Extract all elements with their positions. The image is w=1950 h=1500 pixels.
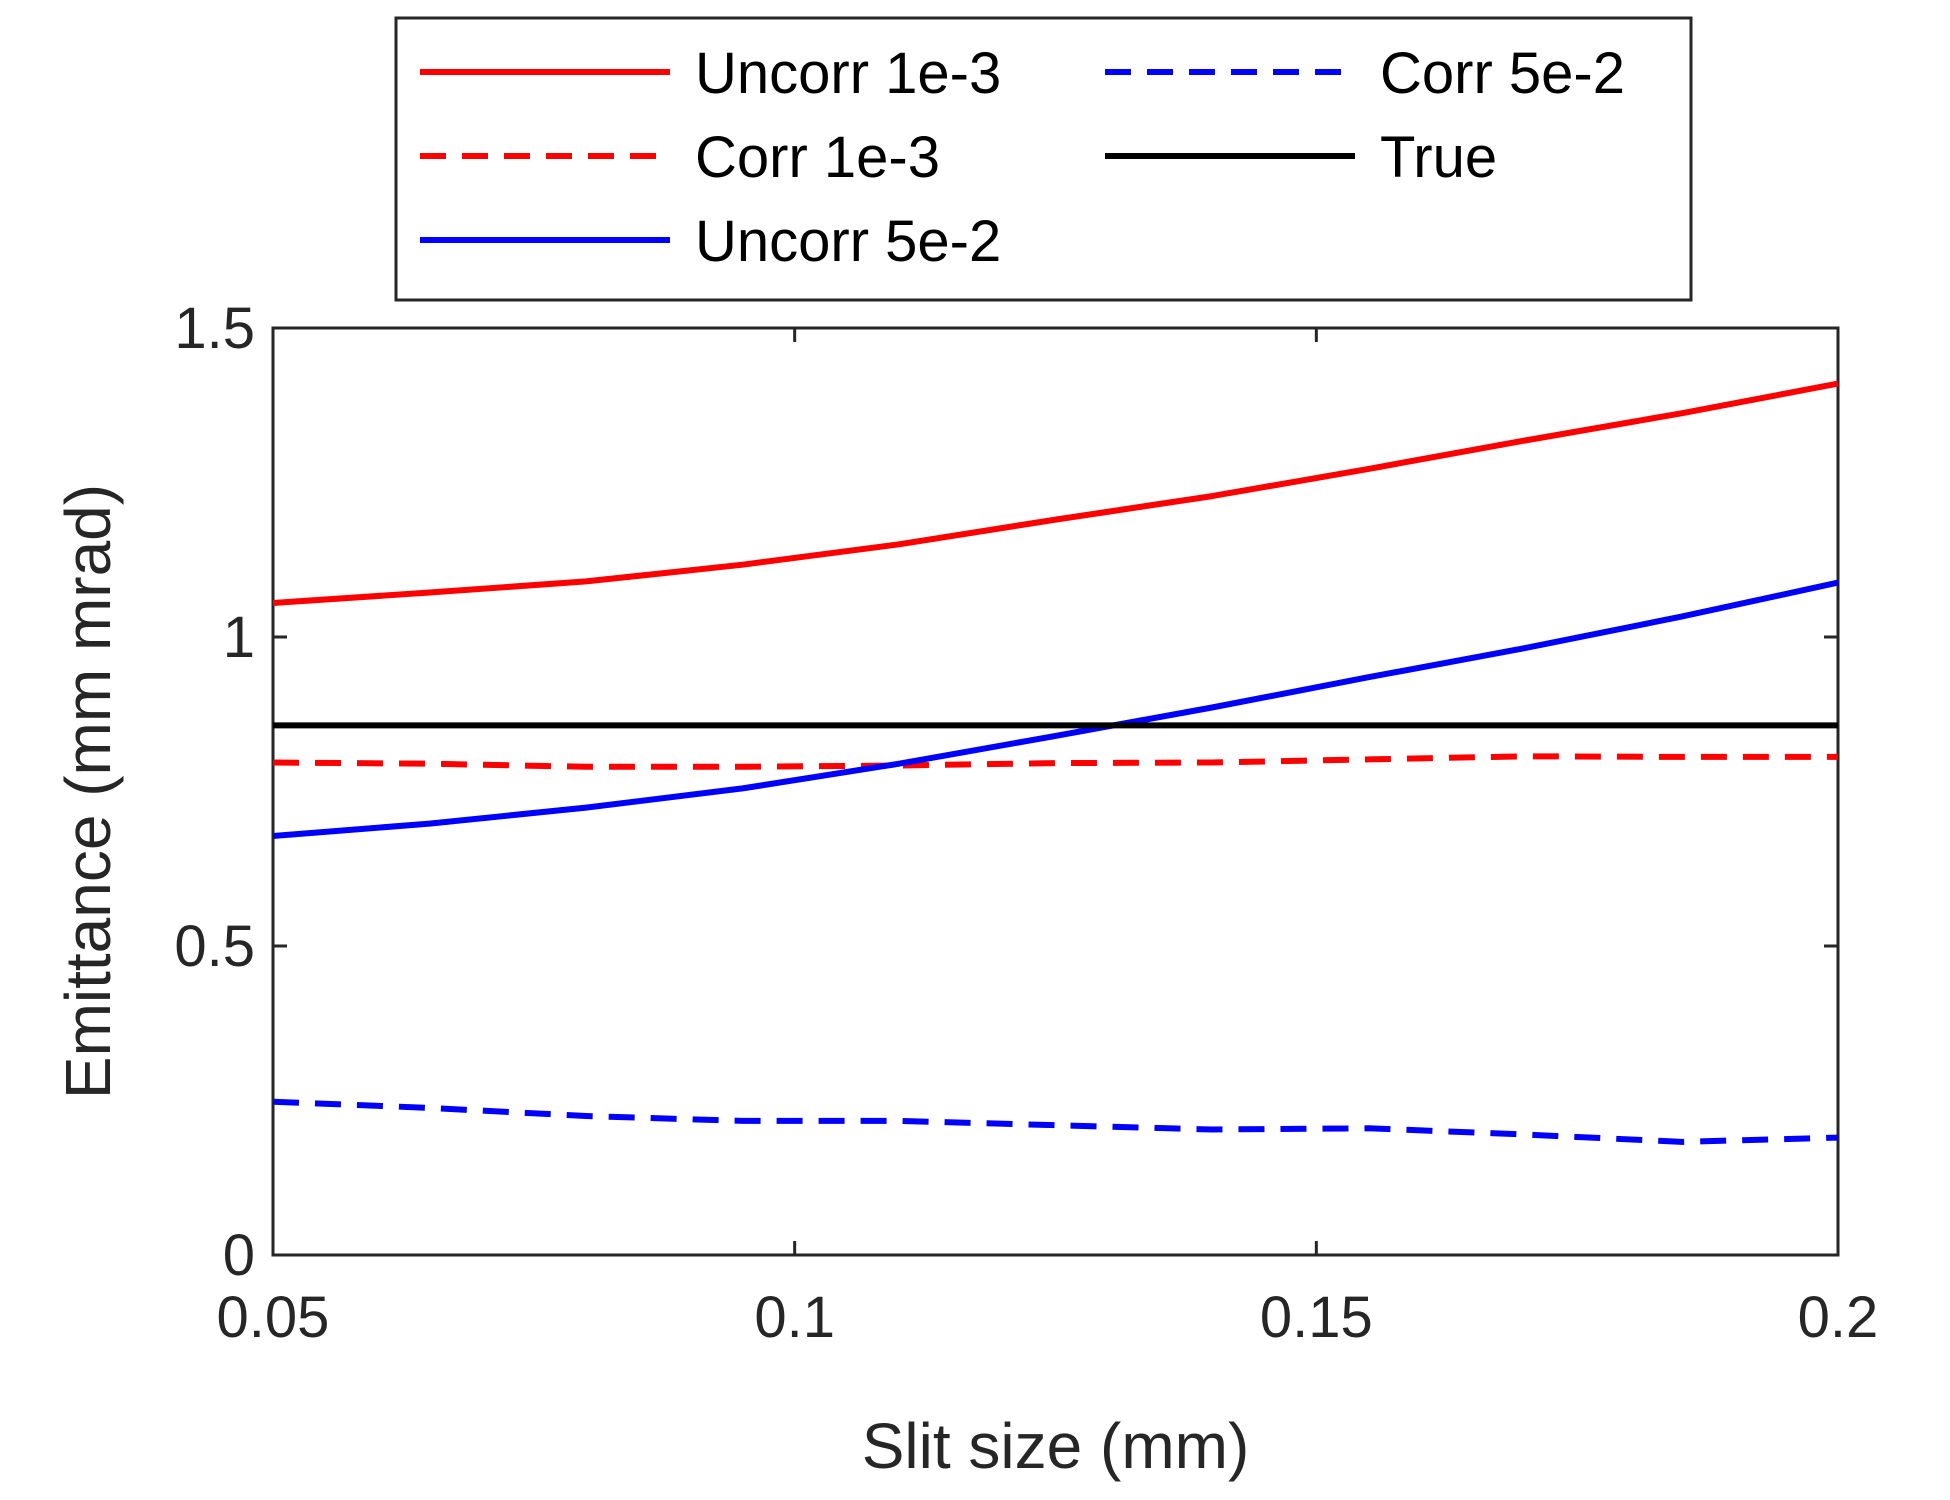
legend-label-true: True <box>1380 125 1497 190</box>
x-tick-label: 0.2 <box>1798 1285 1879 1350</box>
series-line-uncorr-1e-3 <box>272 380 1839 606</box>
y-tick-label: 1.5 <box>174 296 255 361</box>
legend-label-corr-1e-3: Corr 1e-3 <box>695 125 940 190</box>
series-line-corr-1e-3 <box>272 753 1838 770</box>
series-layer <box>272 380 1839 1145</box>
x-tick-label: 0.15 <box>1260 1285 1373 1350</box>
ticks-layer: 0.05 0.1 0.15 0.2 0 0.5 1 1.5 <box>174 296 1878 1350</box>
x-tick-label: 0.1 <box>754 1285 835 1350</box>
y-tick-label: 0.5 <box>174 914 255 979</box>
y-axis-title: Emittance (mm mrad) <box>52 484 124 1099</box>
plot-area: 0.05 0.1 0.15 0.2 0 0.5 1 1.5 <box>174 296 1878 1350</box>
axes-box <box>271 326 1840 1257</box>
x-tick-label: 0.05 <box>217 1285 330 1350</box>
y-tick-label: 1 <box>223 605 255 670</box>
y-tick-label: 0 <box>223 1223 255 1288</box>
legend-label-uncorr-1e-3: Uncorr 1e-3 <box>695 41 1001 106</box>
x-axis-title: Slit size (mm) <box>862 1410 1250 1482</box>
series-line-corr-5e-2 <box>272 1098 1839 1145</box>
legend-label-uncorr-5e-2: Uncorr 5e-2 <box>695 209 1001 274</box>
legend: Uncorr 1e-3 Corr 1e-3 Uncorr 5e-2 Corr 5e-2… <box>394 16 1693 302</box>
legend-label-corr-5e-2: Corr 5e-2 <box>1380 41 1625 106</box>
series-line-uncorr-5e-2 <box>272 579 1839 839</box>
